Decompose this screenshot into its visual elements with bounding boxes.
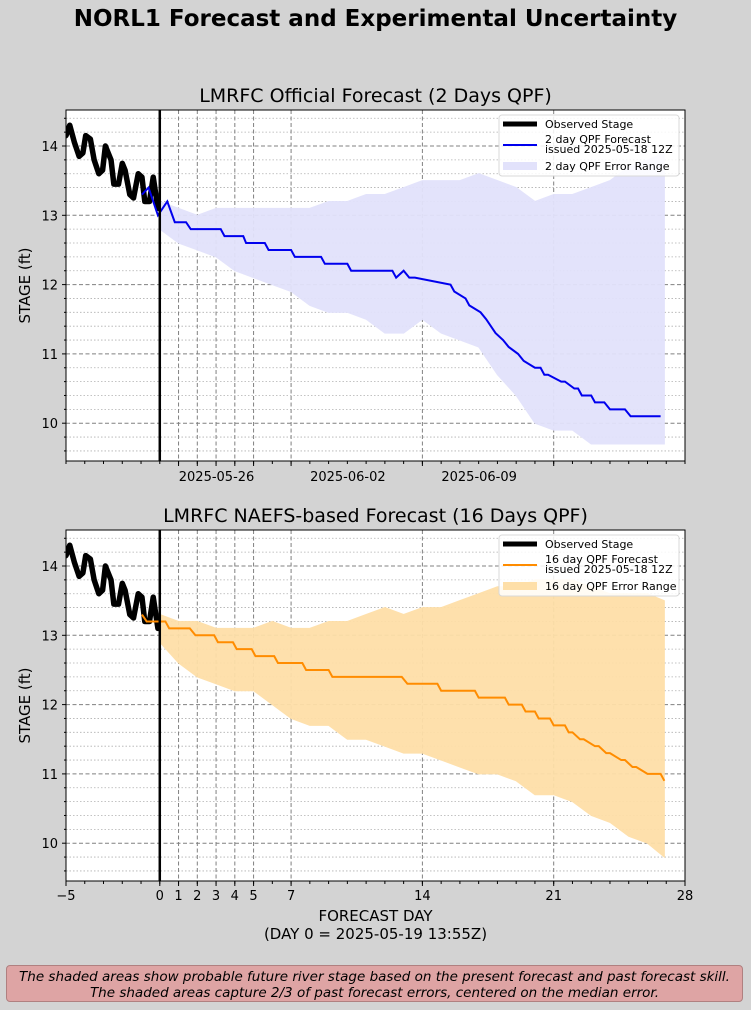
legend-box bbox=[498, 534, 680, 597]
error-range-band bbox=[159, 579, 665, 859]
footnote-box: The shaded areas show probable future ri… bbox=[6, 965, 743, 1002]
x-tick-label: 28 bbox=[677, 889, 694, 904]
y-axis-label: STAGE (ft) bbox=[16, 668, 34, 744]
x-axis-sublabel: (DAY 0 = 2025-05-19 13:55Z) bbox=[264, 925, 487, 943]
footnote-line-1: The shaded areas show probable future ri… bbox=[19, 969, 730, 985]
x-tick-label: 4 bbox=[231, 889, 239, 904]
y-tick-label: 12 bbox=[41, 699, 58, 714]
error-range-band bbox=[159, 152, 665, 445]
y-tick-label: 13 bbox=[41, 629, 58, 644]
naefs-forecast-chart: LMRFC NAEFS-based Forecast (16 Days QPF)… bbox=[16, 505, 694, 943]
y-tick-label: 12 bbox=[41, 279, 58, 294]
y-tick-label: 10 bbox=[41, 417, 58, 432]
x-tick-date-label: 2025-05-26 bbox=[179, 470, 255, 485]
x-tick-label: 21 bbox=[545, 889, 562, 904]
legend-forecast-label: 2 day QPF Forecast bbox=[545, 133, 652, 146]
forecast-line bbox=[141, 185, 661, 418]
footnote-line-2: The shaded areas capture 2/3 of past for… bbox=[89, 985, 660, 1001]
plot-content bbox=[66, 530, 685, 881]
figure-title: NORL1 Forecast and Experimental Uncertai… bbox=[73, 6, 678, 32]
x-tick-label: 2 bbox=[193, 889, 201, 904]
x-tick-label: 14 bbox=[414, 889, 431, 904]
x-axis-label: FORECAST DAY bbox=[318, 907, 433, 925]
legend-observed-label: Observed Stage bbox=[545, 538, 633, 551]
x-tick-label: 1 bbox=[174, 889, 182, 904]
y-tick-label: 14 bbox=[41, 140, 58, 155]
legend-observed-label: Observed Stage bbox=[545, 118, 633, 131]
legend-forecast-issued-label: issued 2025-05-18 12Z bbox=[545, 563, 673, 576]
legend-error-range-label: 16 day QPF Error Range bbox=[545, 580, 677, 593]
legend-error-range-label: 2 day QPF Error Range bbox=[545, 160, 670, 173]
y-tick-label: 11 bbox=[41, 348, 58, 363]
chart-title: LMRFC Official Forecast (2 Days QPF) bbox=[199, 85, 552, 107]
plot-frame bbox=[65, 109, 686, 462]
chart-title: LMRFC NAEFS-based Forecast (16 Days QPF) bbox=[163, 505, 588, 527]
y-tick-label: 10 bbox=[41, 837, 58, 852]
legend-box bbox=[498, 114, 680, 177]
y-tick-label: 11 bbox=[41, 768, 58, 783]
x-tick-label: 7 bbox=[287, 889, 295, 904]
x-tick-label: 5 bbox=[249, 889, 257, 904]
legend-forecast-label: 16 day QPF Forecast bbox=[545, 553, 659, 566]
x-tick-date-label: 2025-06-09 bbox=[441, 470, 517, 485]
plot-frame bbox=[65, 529, 686, 882]
legend-error-range-swatch bbox=[503, 582, 537, 590]
plot-content bbox=[66, 110, 685, 461]
legend: Observed Stage 16 day QPF Forecastissued … bbox=[498, 534, 680, 597]
legend-error-range-swatch bbox=[503, 162, 537, 170]
observed-stage-line bbox=[66, 122, 161, 212]
x-tick-date-label: 2025-06-02 bbox=[310, 470, 386, 485]
forecast-line bbox=[141, 613, 666, 782]
x-tick-label: 3 bbox=[212, 889, 220, 904]
y-tick-label: 13 bbox=[41, 209, 58, 224]
y-axis-label: STAGE (ft) bbox=[16, 248, 34, 324]
y-tick-label: 14 bbox=[41, 560, 58, 575]
x-tick-label: −5 bbox=[56, 889, 75, 904]
x-tick-label: 0 bbox=[156, 889, 164, 904]
legend-forecast-issued-label: issued 2025-05-18 12Z bbox=[545, 143, 673, 156]
official-forecast-chart: LMRFC Official Forecast (2 Days QPF) 10 11… bbox=[16, 85, 686, 485]
observed-stage-line bbox=[66, 542, 161, 632]
